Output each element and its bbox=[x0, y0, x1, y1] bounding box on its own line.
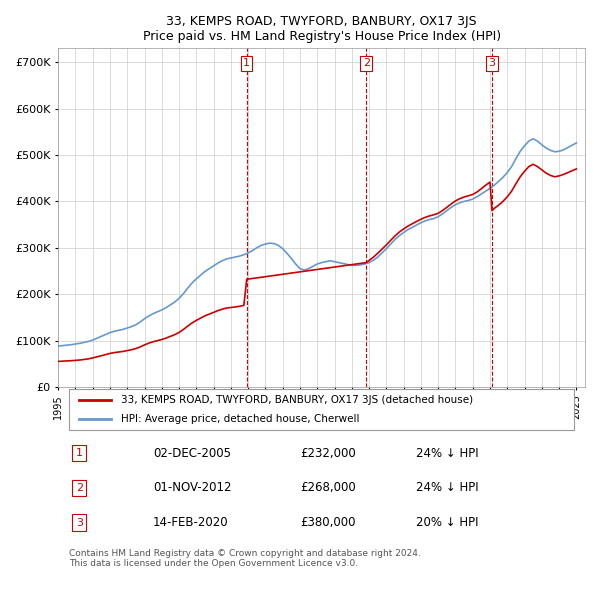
Text: Contains HM Land Registry data © Crown copyright and database right 2024.
This d: Contains HM Land Registry data © Crown c… bbox=[68, 549, 421, 568]
Text: £268,000: £268,000 bbox=[301, 481, 356, 494]
Text: 24% ↓ HPI: 24% ↓ HPI bbox=[416, 447, 479, 460]
Text: 01-NOV-2012: 01-NOV-2012 bbox=[153, 481, 232, 494]
Text: 02-DEC-2005: 02-DEC-2005 bbox=[153, 447, 231, 460]
Text: 1: 1 bbox=[76, 448, 83, 458]
Text: 2: 2 bbox=[362, 58, 370, 68]
FancyBboxPatch shape bbox=[68, 389, 574, 430]
Title: 33, KEMPS ROAD, TWYFORD, BANBURY, OX17 3JS
Price paid vs. HM Land Registry's Hou: 33, KEMPS ROAD, TWYFORD, BANBURY, OX17 3… bbox=[143, 15, 500, 43]
Text: 14-FEB-2020: 14-FEB-2020 bbox=[153, 516, 229, 529]
Text: £232,000: £232,000 bbox=[301, 447, 356, 460]
Text: 1: 1 bbox=[243, 58, 250, 68]
Text: 24% ↓ HPI: 24% ↓ HPI bbox=[416, 481, 479, 494]
Text: 3: 3 bbox=[488, 58, 496, 68]
Text: 33, KEMPS ROAD, TWYFORD, BANBURY, OX17 3JS (detached house): 33, KEMPS ROAD, TWYFORD, BANBURY, OX17 3… bbox=[121, 395, 473, 405]
Text: 20% ↓ HPI: 20% ↓ HPI bbox=[416, 516, 479, 529]
Text: HPI: Average price, detached house, Cherwell: HPI: Average price, detached house, Cher… bbox=[121, 414, 360, 424]
Text: £380,000: £380,000 bbox=[301, 516, 356, 529]
Text: 3: 3 bbox=[76, 517, 83, 527]
Text: 2: 2 bbox=[76, 483, 83, 493]
